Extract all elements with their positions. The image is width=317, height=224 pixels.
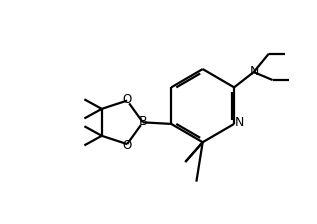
Text: N: N xyxy=(235,116,244,129)
Text: O: O xyxy=(123,139,132,152)
Text: B: B xyxy=(139,115,147,128)
Text: O: O xyxy=(123,93,132,106)
Text: N: N xyxy=(249,65,259,78)
